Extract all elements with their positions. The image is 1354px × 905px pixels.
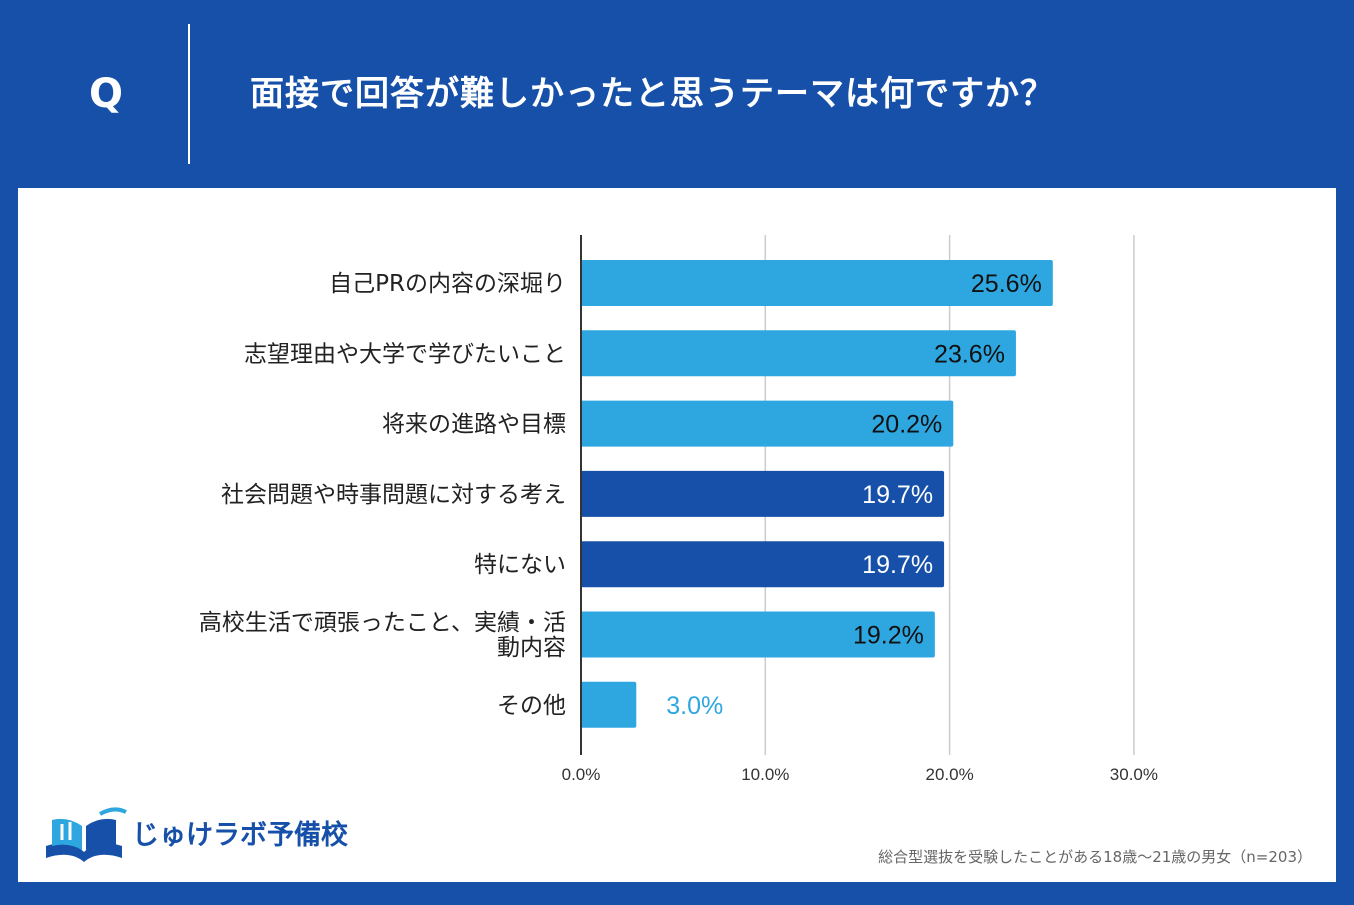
bar-value-label: 25.6% <box>971 270 1042 298</box>
x-tick-label: 30.0% <box>1110 765 1158 784</box>
bar <box>581 330 1016 377</box>
question-title: 面接で回答が難しかったと思うテーマは何ですか？ <box>250 74 1055 114</box>
chart-panel: 0.0% 10.0% 20.0% 30.0% 25.6% 自己PRの内容の深堀り 23.6%… <box>18 188 1336 882</box>
bar <box>581 541 945 588</box>
category-label: 高校生活で頑張ったこと、実績・活 <box>199 610 566 636</box>
sample-footnote: 総合型選抜を受験したことがある18歳～21歳の男女（n=203） <box>878 848 1312 866</box>
category-label: 自己PRの内容の深堀り <box>329 271 566 297</box>
bar <box>581 400 954 447</box>
bar <box>581 470 945 517</box>
category-label: 将来の進路や目標 <box>382 412 566 438</box>
header-divider <box>188 24 190 164</box>
x-tick-label: 10.0% <box>741 765 789 784</box>
bar <box>581 260 1053 306</box>
bar <box>581 681 637 728</box>
bar-value-label: 23.6% <box>934 340 1005 368</box>
category-label: その他 <box>497 693 566 719</box>
header-banner: Q 面接で回答が難しかったと思うテーマは何ですか？ <box>0 0 1354 188</box>
bar-value-label: 19.7% <box>862 551 933 579</box>
category-label: 志望理由や大学で学びたいこと <box>244 341 566 367</box>
x-tick-label: 0.0% <box>562 765 601 784</box>
question-mark-label: Q <box>88 71 123 117</box>
category-label: 特にない <box>474 552 566 578</box>
x-tick-label: 20.0% <box>925 765 973 784</box>
category-label: 動内容 <box>497 635 566 661</box>
bar-value-label: 19.2% <box>853 622 924 650</box>
brand-logo: じゅけラボ予備校 <box>40 806 370 866</box>
bar-value-label: 19.7% <box>862 481 933 509</box>
bar-value-label: 20.2% <box>871 411 942 439</box>
bar <box>581 611 935 658</box>
book-icon <box>46 807 127 862</box>
brand-name: じゅけラボ予備校 <box>132 820 348 851</box>
category-label: 社会問題や時事問題に対する考え <box>221 482 566 508</box>
bar-value-label: 3.0% <box>666 692 723 720</box>
bar-chart: 0.0% 10.0% 20.0% 30.0% 25.6% 自己PRの内容の深堀り 23.6%… <box>199 235 1158 784</box>
